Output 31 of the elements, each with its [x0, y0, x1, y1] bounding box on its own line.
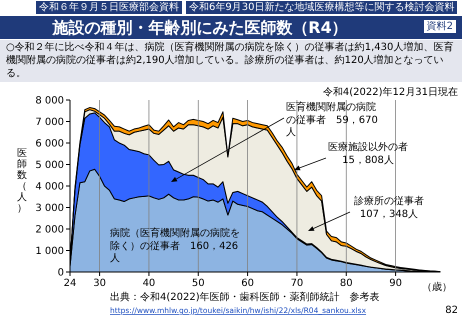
text: 82 [445, 305, 458, 316]
y-tick-label: 4 000 [35, 182, 64, 192]
y-tick-label: 0 [58, 268, 64, 278]
y-tick-label: 6 000 [35, 138, 64, 150]
x-tick-label: 30 [93, 278, 106, 289]
annotation: 医育機関附属の病院の従事者 59，670人 [286, 102, 379, 140]
x-tick-label: 70 [290, 278, 304, 289]
source-note: 出典：令和4(2022)年医師・歯科医師・薬剤師統計 参考表 [110, 291, 380, 303]
annotation: 病院（医育機関附属の病院を除く）の従事者 160，426人 [110, 228, 241, 266]
x-tick-label: 40 [142, 278, 156, 289]
y-tick-label: 8 000 [35, 96, 64, 106]
text: 資料2 [424, 20, 456, 33]
x-axis-title: （歳） [422, 281, 452, 293]
text: 令和4(2022)年12月31日現在 [322, 86, 458, 98]
x-tick-label: 50 [192, 278, 205, 289]
y-tick-label: 2 000 [35, 224, 64, 236]
y-tick-label: 7 000 [35, 117, 64, 128]
y-axis-title: 医師数（人） [17, 148, 27, 214]
y-tick-label: 5 000 [35, 160, 64, 171]
x-tick-label: 90 [389, 278, 402, 289]
x-tick-label: 60 [241, 278, 254, 289]
y-tick-label: 3 000 [35, 203, 64, 214]
x-tick-label: 80 [340, 278, 353, 289]
y-tick-label: 1 000 [35, 246, 64, 257]
annotation: 医療施設以外の者15，808人 [327, 142, 409, 167]
chart-title: 施設の種別・年齢別にみた医師数（R4） [51, 17, 349, 38]
text: 令和6年9月30日新たな地域医療構想等に関する検討会資料 [186, 1, 458, 14]
text: 令和６年９月５日医療部会資料 [36, 1, 182, 14]
x-tick-label: 24 [64, 278, 76, 289]
chart-subtitle: ○令和２年に比べ令和４年は、病院（医育機関附属の病院を除く）の従事者は約1,430人増加、医育機関附属の病院の従事者は約2,190人増加している。診療所の従事者は、約120人増加となっている。 [6, 41, 454, 80]
annotation: 診療所の従事者107，348人 [353, 196, 425, 221]
